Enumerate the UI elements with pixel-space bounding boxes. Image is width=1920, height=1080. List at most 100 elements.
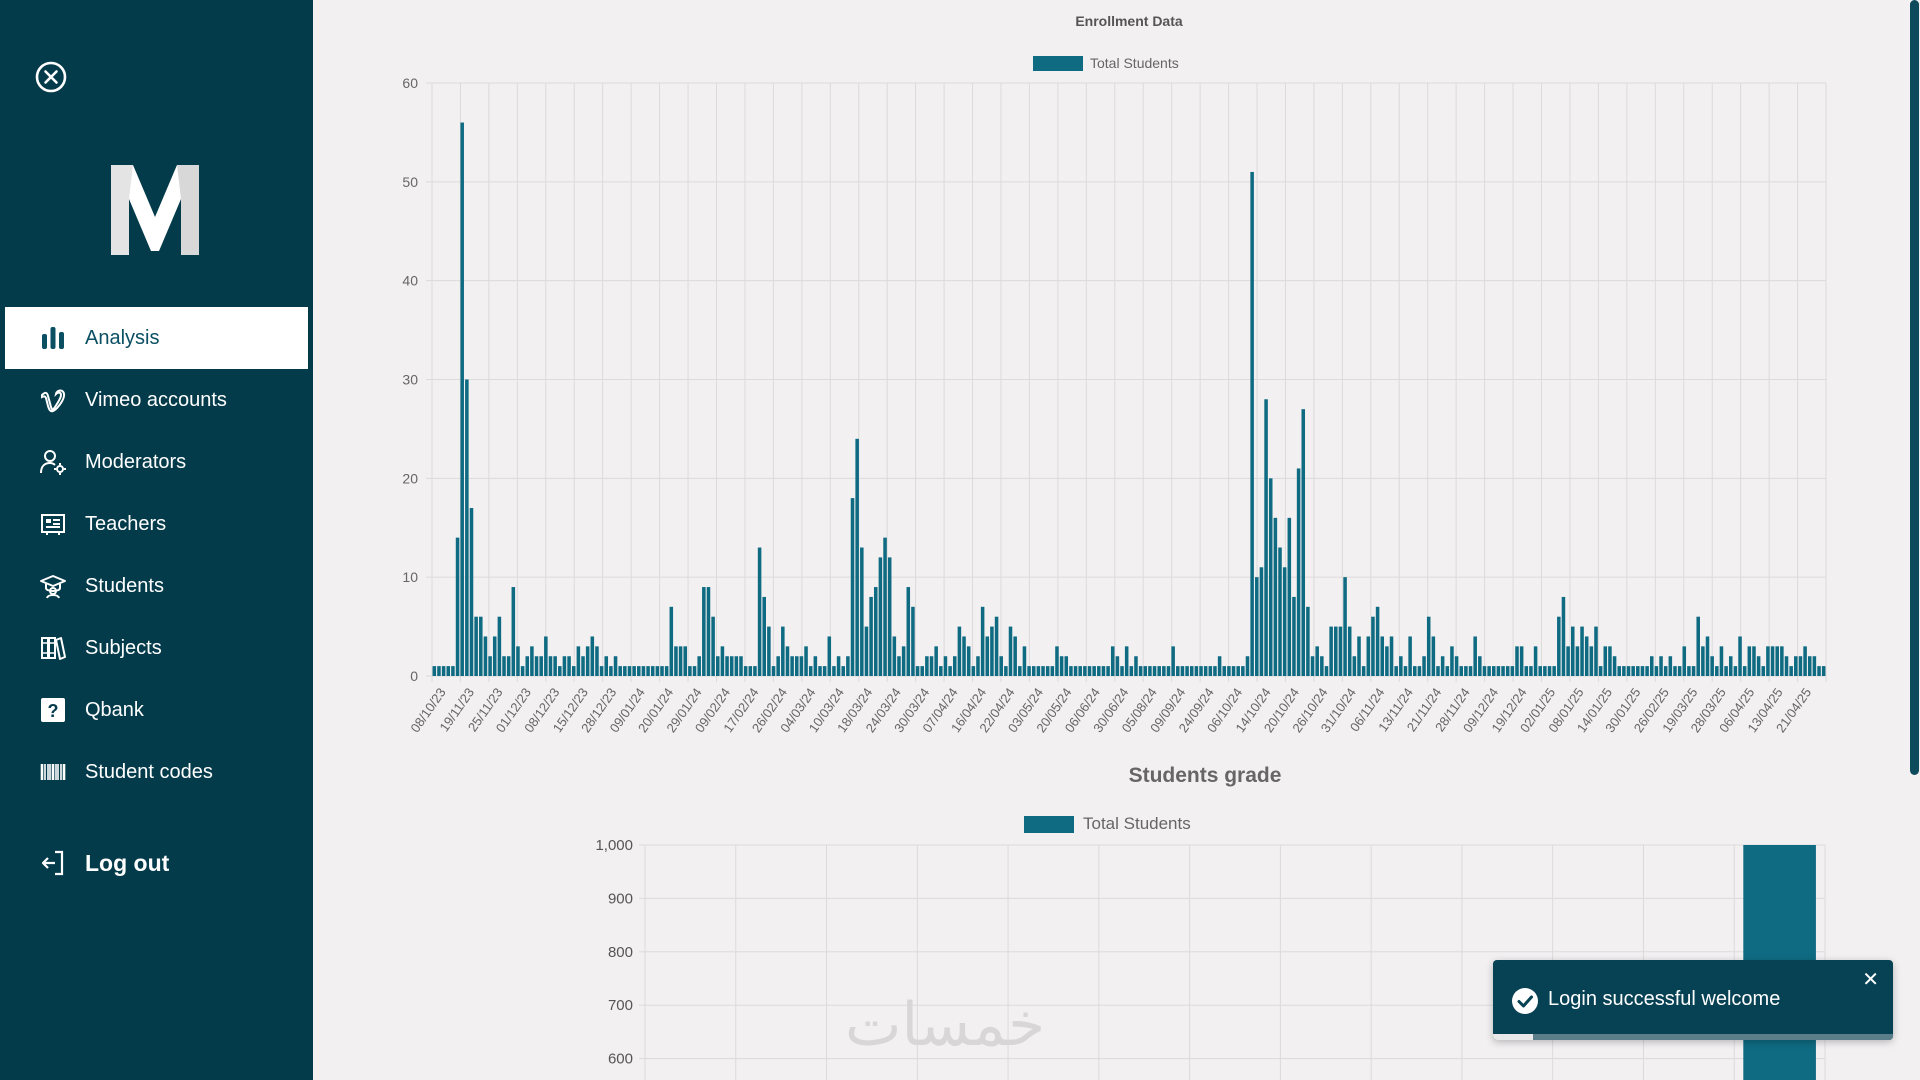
bar: [850, 498, 855, 676]
scrollbar[interactable]: [1908, 0, 1920, 1080]
bar: [1547, 666, 1552, 676]
bar: [688, 666, 692, 676]
sidebar-item-vimeo-accounts[interactable]: Vimeo accounts: [5, 369, 308, 431]
question-icon: ?: [38, 695, 68, 725]
bar: [980, 606, 985, 676]
bar: [832, 666, 836, 676]
bar: [497, 616, 502, 676]
sidebar-item-subjects[interactable]: Subjects: [5, 617, 308, 679]
bar: [1361, 666, 1366, 676]
bar: [1761, 666, 1766, 676]
bar: [1445, 666, 1450, 676]
toast-progress-track: [1493, 1034, 1893, 1040]
bar: [1821, 666, 1826, 676]
bar: [906, 587, 911, 676]
bar: [846, 656, 850, 676]
bar: [595, 646, 599, 676]
bar: [748, 666, 753, 676]
bar: [511, 587, 516, 676]
bar: [432, 666, 437, 676]
bar: [934, 646, 938, 676]
bar: [1794, 656, 1798, 676]
bar: [1097, 666, 1101, 676]
bar: [1334, 626, 1338, 676]
bar: [1041, 666, 1045, 676]
bar: [971, 666, 976, 676]
bar: [920, 666, 924, 676]
bar: [948, 666, 952, 676]
bar: [976, 656, 980, 676]
bar: [1417, 666, 1422, 676]
bar: [1413, 666, 1417, 676]
bar: [1468, 666, 1473, 676]
bar: [1306, 606, 1310, 676]
bar: [776, 656, 780, 676]
bar: [1124, 646, 1129, 676]
bar: [1487, 666, 1491, 676]
bar: [1701, 646, 1705, 676]
bar: [1807, 656, 1812, 676]
toast-close-icon[interactable]: ✕: [1862, 969, 1879, 991]
y-tick-label: 60: [402, 75, 418, 91]
bar: [1440, 656, 1445, 676]
bar: [1557, 616, 1561, 676]
bar: [1292, 596, 1296, 676]
legend-swatch: [1033, 56, 1083, 71]
logout-button[interactable]: Log out: [38, 845, 169, 881]
bar: [1789, 666, 1793, 676]
bar: [1770, 646, 1775, 676]
bar: [841, 666, 845, 676]
bar: [558, 666, 562, 676]
bar: [1766, 646, 1770, 676]
bar: [1357, 636, 1361, 676]
bar: [1580, 626, 1584, 676]
bar: [897, 656, 901, 676]
bar: [553, 656, 557, 676]
bar: [1715, 666, 1719, 676]
toast-progress-fill: [1493, 1034, 1533, 1040]
bar: [1482, 666, 1487, 676]
bar: [1236, 666, 1240, 676]
sidebar-item-label: Moderators: [85, 450, 187, 473]
close-icon[interactable]: [34, 60, 68, 94]
bar: [720, 646, 725, 676]
bar: [441, 666, 446, 676]
scrollbar-thumb[interactable]: [1910, 0, 1919, 775]
bar: [794, 656, 799, 676]
sidebar-item-students[interactable]: Students: [5, 555, 308, 617]
teacher-board-icon: [38, 509, 68, 539]
bar: [1519, 646, 1524, 676]
bar: [887, 557, 892, 676]
sidebar-item-student-codes[interactable]: Student codes: [5, 741, 308, 803]
bar: [1570, 626, 1575, 676]
bar: [878, 557, 883, 676]
bar: [1148, 666, 1152, 676]
sidebar-item-teachers[interactable]: Teachers: [5, 493, 308, 555]
sidebar-item-analysis[interactable]: Analysis: [5, 307, 308, 369]
user-gear-icon: [38, 447, 68, 477]
enrollment-chart: Enrollment Data Total Students 0 10 20 30 40 50…: [402, 13, 1827, 735]
bar: [785, 646, 790, 676]
bar: [990, 626, 994, 676]
bar: [1027, 666, 1031, 676]
bar: [1320, 656, 1324, 676]
bar: [1408, 636, 1412, 676]
bar: [1329, 626, 1333, 676]
bar: [1612, 656, 1617, 676]
bar: [1464, 666, 1468, 676]
bar: [1473, 636, 1477, 676]
bar: [525, 656, 530, 676]
bar: [1812, 656, 1817, 676]
sidebar-item-qbank[interactable]: ? Qbank: [5, 679, 308, 741]
sidebar-item-moderators[interactable]: Moderators: [5, 431, 308, 493]
bar: [488, 656, 492, 676]
watermark: خمسات: [845, 990, 1046, 1060]
bar: [632, 666, 636, 676]
bar: [1264, 399, 1268, 676]
bar: [1529, 666, 1533, 676]
bar: [1682, 646, 1687, 676]
bar: [581, 656, 585, 676]
bar: [1426, 616, 1431, 676]
bar: [873, 587, 878, 676]
bar: [590, 636, 595, 676]
